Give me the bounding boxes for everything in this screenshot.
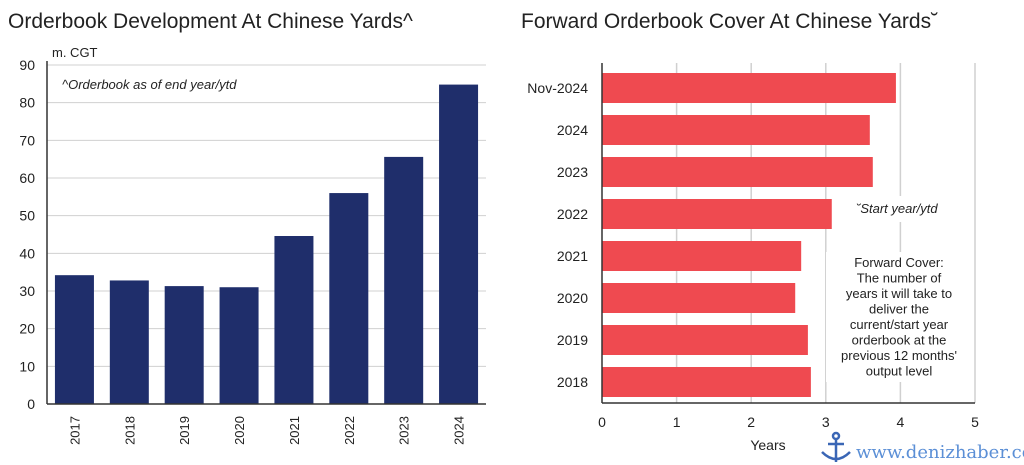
x-tick-label: 2022 xyxy=(342,416,357,445)
right-chart-title: Forward Orderbook Cover At Chinese Yards… xyxy=(521,10,938,33)
y-tick-label: 60 xyxy=(19,170,35,186)
y-tick-label: 90 xyxy=(19,57,35,73)
bar xyxy=(219,287,259,404)
bar xyxy=(602,367,811,397)
x-tick-label: 0 xyxy=(598,414,606,430)
bar xyxy=(602,325,808,355)
annotation: ^Orderbook as of end year/ytd xyxy=(62,77,237,92)
y-tick-label: 40 xyxy=(19,245,35,261)
note-line: The number of xyxy=(857,271,942,286)
x-tick-label: 2020 xyxy=(232,416,247,445)
y-tick-label: 2018 xyxy=(557,374,588,390)
bar xyxy=(602,241,802,271)
x-tick-label: 2018 xyxy=(122,416,137,445)
x-tick-label: 5 xyxy=(971,414,979,430)
left-chart: 0 10 20 30 40 50 60 70 80 90 m. CGT ^Orderbook as o… xyxy=(19,45,486,445)
note-line: deliver the xyxy=(869,302,929,317)
annotation-bg xyxy=(850,196,970,222)
watermark-text: www.denizhaber.com xyxy=(856,442,1024,463)
bar xyxy=(274,236,314,404)
y-tick-label: 2022 xyxy=(557,206,588,222)
x-tick-label: 2021 xyxy=(287,416,302,445)
y-tick-label: 20 xyxy=(19,321,35,337)
bar xyxy=(329,193,369,404)
x-tick-label: 2019 xyxy=(177,416,192,445)
note-line: orderbook at the xyxy=(852,333,947,348)
bar xyxy=(109,280,149,404)
y-tick-label: 2023 xyxy=(557,164,588,180)
y-tick-label: Nov-2024 xyxy=(527,80,588,96)
y-tick-label: 50 xyxy=(19,208,35,224)
left-chart-title: Orderbook Development At Chinese Yards^ xyxy=(8,10,413,33)
anchor-icon xyxy=(821,431,851,462)
x-tick-label: 1 xyxy=(673,414,681,430)
bar xyxy=(439,84,479,404)
right-chart: 0 1 2 3 4 5 Nov-2024 2024 2023 2022 2021 2020 2019 20… xyxy=(527,63,979,453)
y-tick-label: 2021 xyxy=(557,248,588,264)
bar xyxy=(164,286,204,404)
bar xyxy=(54,275,94,404)
note-line: Forward Cover: xyxy=(854,255,944,270)
note-bg xyxy=(826,252,972,382)
bar xyxy=(384,156,424,404)
bar xyxy=(602,73,896,103)
bar xyxy=(602,283,796,313)
x-tick-label: 4 xyxy=(897,414,905,430)
note-line: output level xyxy=(866,364,933,379)
note-line: years it will take to xyxy=(846,286,952,301)
watermark: www.denizhaber.com xyxy=(821,431,1024,463)
x-tick-label: 2023 xyxy=(397,416,412,445)
y-tick-label: 30 xyxy=(19,283,35,299)
note-line: current/start year xyxy=(850,317,949,332)
bar xyxy=(602,157,873,187)
y-tick-label: 2024 xyxy=(557,122,588,138)
bar xyxy=(602,199,832,229)
x-tick-label: 3 xyxy=(822,414,830,430)
x-axis-label: Years xyxy=(750,437,785,453)
x-tick-label: 2024 xyxy=(452,416,467,445)
note-line: previous 12 months' xyxy=(841,348,957,363)
annotation: ˘Start year/ytd xyxy=(856,201,938,216)
y-tick-label: 0 xyxy=(27,396,35,412)
x-tick-label: 2017 xyxy=(67,416,82,445)
y-tick-label: 10 xyxy=(19,358,35,374)
y-tick-label: 70 xyxy=(19,132,35,148)
y-tick-label: 2019 xyxy=(557,332,588,348)
y-tick-label: 2020 xyxy=(557,290,588,306)
y-tick-label: 80 xyxy=(19,95,35,111)
x-tick-label: 2 xyxy=(747,414,755,430)
y-axis-unit-label: m. CGT xyxy=(52,45,98,60)
bar xyxy=(602,115,870,145)
